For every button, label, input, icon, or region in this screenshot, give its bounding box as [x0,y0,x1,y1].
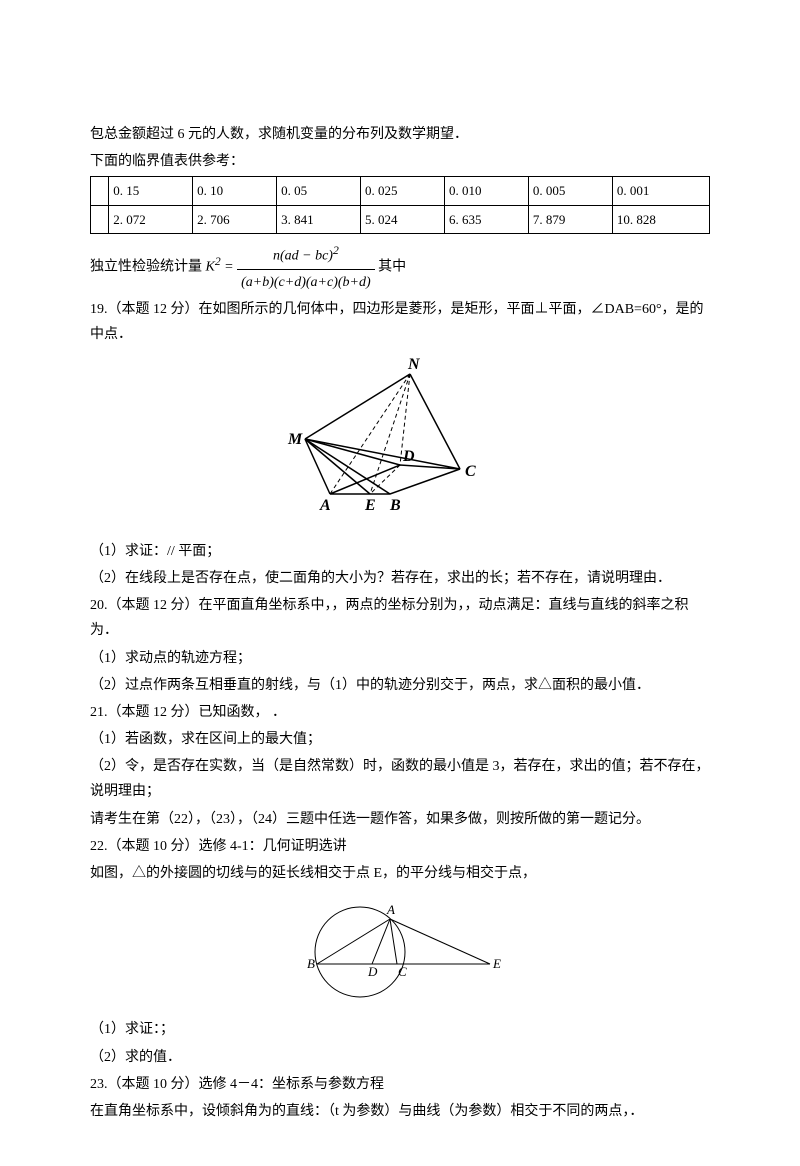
cell: 2. 706 [193,205,277,233]
cell: 7. 879 [528,205,612,233]
fig2-d: D [367,964,378,979]
q22-p2: （2）求的值． [90,1045,710,1070]
fig-label-c: C [465,463,476,480]
q19-figure: N M D C A E B [90,354,710,533]
q20-head: 20.（本题 12 分）在平面直角坐标系中，，两点的坐标分别为，，动点满足：直线… [90,593,710,643]
cell: 0. 15 [109,177,193,205]
q19-head: 19.（本题 12 分）在如图所示的几何体中，四边形是菱形，是矩形，平面⊥平面，… [90,297,710,347]
cell: 0. 10 [193,177,277,205]
cell: 5. 024 [361,205,445,233]
fig-label-b: B [389,497,401,514]
q19-p2: （2）在线段上是否存在点，使二面角的大小为？若存在，求出的长；若不存在，请说明理… [90,566,710,591]
intro-l2: 下面的临界值表供参考： [90,149,710,174]
formula-num: n(ad − bc) [273,249,333,264]
q21-p2: （2）令，是否存在实数，当（是自然常数）时，函数的最小值是 3，若存在，求出的值… [90,754,710,804]
cell: 0. 05 [277,177,361,205]
q21-p1: （1）若函数，求在区间上的最大值； [90,727,710,752]
cell: 3. 841 [277,205,361,233]
formula-prefix: 独立性检验统计量 [90,260,202,275]
fig-label-n: N [407,356,421,373]
cell: 2. 072 [109,205,193,233]
fig-label-a: A [319,497,331,514]
fig2-b: B [307,956,315,971]
q22-head: 22.（本题 10 分）选修 4-1：几何证明选讲 [90,834,710,859]
formula-eq: = [221,260,237,275]
fig2-a: A [386,902,395,917]
formula-num-sup: 2 [333,244,339,257]
formula-line: 独立性检验统计量 K2 = n(ad − bc)2(a+b)(c+d)(a+c)… [90,240,710,295]
fig-label-m: M [287,431,303,448]
q23-head: 23.（本题 10 分）选修 4－4：坐标系与参数方程 [90,1072,710,1097]
fig-label-e: E [364,497,376,514]
table-row: 2. 072 2. 706 3. 841 5. 024 6. 635 7. 87… [91,205,710,233]
cell [91,177,109,205]
cell: 0. 010 [444,177,528,205]
cell: 10. 828 [612,205,709,233]
q20-p2: （2）过点作两条互相垂直的射线，与（1）中的轨迹分别交于，两点，求△面积的最小值… [90,673,710,698]
cell: 0. 001 [612,177,709,205]
cell [91,205,109,233]
fig2-e: E [492,956,501,971]
choice-note: 请考生在第（22），（23），（24）三题中任选一题作答，如果多做，则按所做的第… [90,807,710,832]
q21-head: 21.（本题 12 分）已知函数， ． [90,700,710,725]
cell: 6. 635 [444,205,528,233]
fig-label-d: D [402,448,415,465]
fig2-c: C [398,964,407,979]
q20-p1: （1）求动点的轨迹方程； [90,646,710,671]
formula-den: (a+b)(c+d)(a+c)(b+d) [237,270,375,295]
formula-suffix: 其中 [378,260,406,275]
table-row: 0. 15 0. 10 0. 05 0. 025 0. 010 0. 005 0… [91,177,710,205]
cell: 0. 005 [528,177,612,205]
formula-K: K [206,260,215,275]
q23-desc: 在直角坐标系中，设倾斜角为的直线：（t 为参数）与曲线（为参数）相交于不同的两点… [90,1099,710,1124]
intro-l1: 包总金额超过 6 元的人数，求随机变量的分布列及数学期望． [90,122,710,147]
q22-p1: （1）求证：； [90,1017,710,1042]
cell: 0. 025 [361,177,445,205]
reference-table: 0. 15 0. 10 0. 05 0. 025 0. 010 0. 005 0… [90,176,710,234]
q22-figure: A B D C E [90,892,710,1011]
q19-p1: （1）求证：// 平面； [90,539,710,564]
q22-desc: 如图，△的外接圆的切线与的延长线相交于点 E，的平分线与相交于点， [90,861,710,886]
